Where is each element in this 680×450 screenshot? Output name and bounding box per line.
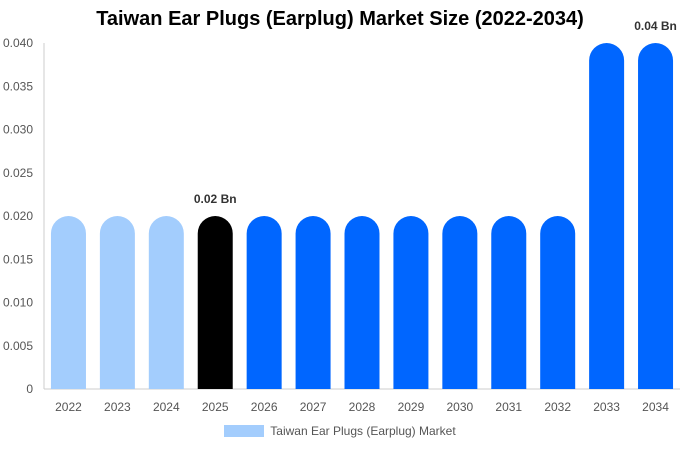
- x-tick-label: 2033: [593, 400, 620, 414]
- y-tick-label: 0.005: [3, 339, 33, 353]
- x-tick-label: 2028: [349, 400, 376, 414]
- y-tick-label: 0.025: [3, 166, 33, 180]
- bar-2025: [197, 216, 233, 389]
- legend-label: Taiwan Ear Plugs (Earplug) Market: [270, 424, 456, 438]
- x-tick-label: 2027: [300, 400, 327, 414]
- x-tick-label: 2034: [642, 400, 669, 414]
- x-tick-label: 2024: [153, 400, 180, 414]
- bar-2022: [50, 216, 86, 389]
- x-tick-label: 2030: [446, 400, 473, 414]
- bar-2024: [148, 216, 184, 389]
- chart-title: Taiwan Ear Plugs (Earplug) Market Size (…: [96, 8, 584, 30]
- bar-2028: [344, 216, 380, 389]
- bar-2031: [491, 216, 527, 389]
- x-tick-label: 2032: [544, 400, 571, 414]
- y-tick-label: 0: [26, 382, 33, 396]
- bar-2030: [442, 216, 478, 389]
- x-tick-label: 2022: [55, 400, 82, 414]
- x-tick-label: 2026: [251, 400, 278, 414]
- bar-2032: [540, 216, 576, 389]
- bar-2033: [589, 43, 625, 389]
- y-tick-label: 0.040: [3, 36, 33, 50]
- y-tick-label: 0.030: [3, 123, 33, 137]
- bar-2034: [638, 43, 674, 389]
- y-tick-label: 0.035: [3, 79, 33, 93]
- bar-2029: [393, 216, 429, 389]
- legend-swatch: [224, 425, 265, 437]
- y-tick-label: 0.010: [3, 296, 33, 310]
- x-tick-label: 2025: [202, 400, 229, 414]
- legend: Taiwan Ear Plugs (Earplug) Market: [0, 424, 680, 438]
- x-tick-label: 2023: [104, 400, 131, 414]
- y-tick-label: 0.015: [3, 252, 33, 266]
- y-tick-label: 0.020: [3, 209, 33, 223]
- bar-2026: [246, 216, 282, 389]
- data-label: 0.02 Bn: [194, 192, 237, 206]
- bar-2023: [99, 216, 135, 389]
- bar-2027: [295, 216, 331, 389]
- x-tick-label: 2029: [398, 400, 425, 414]
- x-tick-label: 2031: [495, 400, 522, 414]
- data-label: 0.04 Bn: [634, 19, 677, 33]
